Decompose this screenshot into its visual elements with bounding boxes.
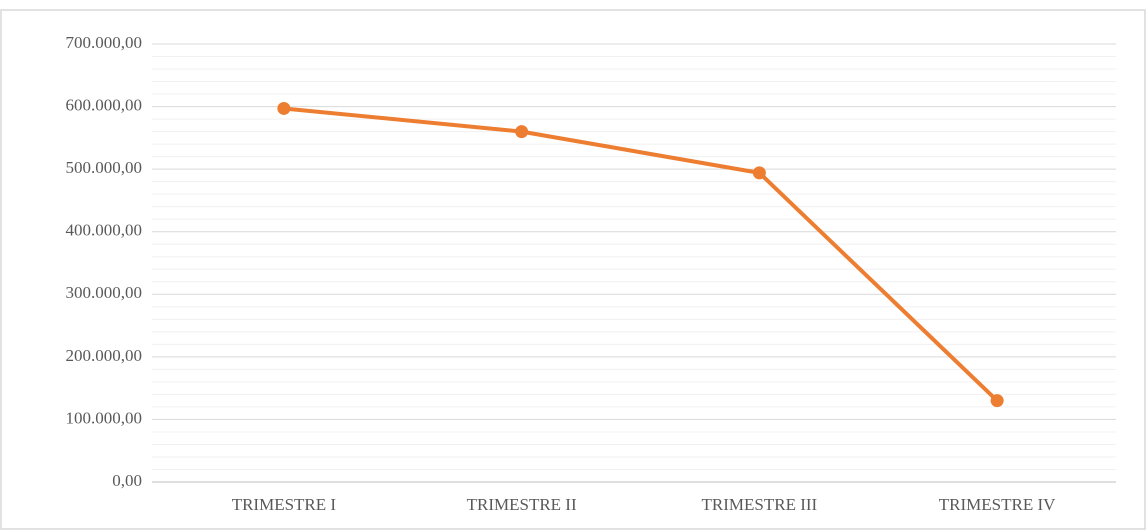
line [281,106,1000,403]
x-tick-label: TRIMESTRE III [702,495,818,514]
y-tick-label: 100.000,00 [66,408,143,427]
marker [752,166,766,180]
y-tick-label: 200.000,00 [66,346,143,365]
y-tick-label: 300.000,00 [66,283,143,302]
y-tick-label: 0,00 [112,471,142,490]
y-tick-label: 500.000,00 [66,158,143,177]
y-tick-label: 600.000,00 [66,95,143,114]
marker [277,101,291,115]
x-tick-label: TRIMESTRE IV [939,495,1056,514]
y-tick-label: 700.000,00 [66,33,143,52]
x-tick-label: TRIMESTRE II [467,495,577,514]
marker [515,125,529,139]
marker [990,394,1004,408]
x-tick-label: TRIMESTRE I [232,495,337,514]
y-tick-label: 400.000,00 [66,221,143,240]
